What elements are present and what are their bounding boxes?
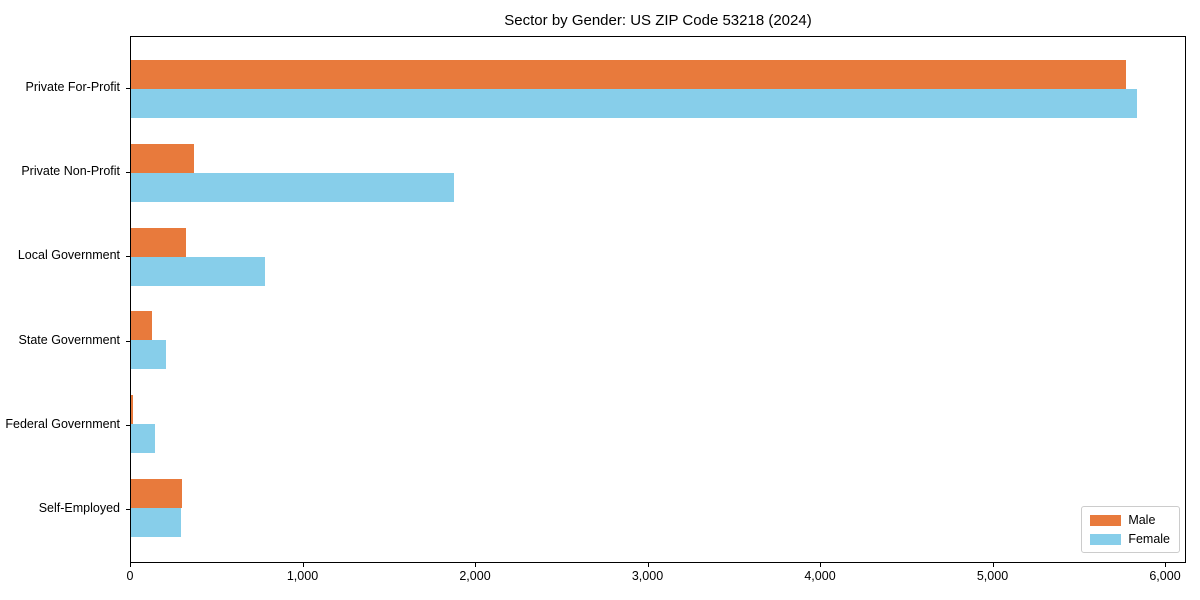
bar-group — [131, 466, 1185, 550]
bar-female — [131, 172, 455, 202]
bar-female — [131, 88, 1137, 118]
x-axis-tick-label: 4,000 — [804, 569, 836, 583]
x-axis-tick — [130, 563, 131, 567]
y-axis-tick — [126, 424, 130, 426]
bar-female — [131, 424, 156, 454]
bar-rows — [131, 37, 1185, 562]
bar-male — [131, 143, 194, 173]
y-axis-tick — [126, 172, 130, 174]
bar-female — [131, 340, 167, 370]
legend: Male Female — [1081, 506, 1180, 553]
chart-title: Sector by Gender: US ZIP Code 53218 (202… — [504, 12, 812, 29]
bar-male — [131, 227, 187, 257]
bar-group — [131, 215, 1185, 299]
y-axis-tick — [126, 340, 130, 342]
x-axis-tick — [992, 563, 994, 567]
x-axis-tick-label: 2,000 — [459, 569, 491, 583]
legend-item: Female — [1090, 532, 1170, 546]
y-axis-label: State Government — [18, 332, 120, 347]
bar-group — [131, 131, 1185, 215]
y-axis-tick — [126, 88, 130, 90]
legend-label: Male — [1128, 513, 1156, 527]
y-axis-label: Local Government — [17, 248, 120, 263]
x-axis-tick — [647, 563, 649, 567]
bar-group — [131, 382, 1185, 466]
bar-male — [131, 395, 133, 425]
y-axis-tick — [126, 508, 130, 510]
x-axis-tick — [820, 563, 821, 567]
y-axis-label: Private For-Profit — [25, 80, 120, 95]
bar-female — [131, 508, 181, 538]
plot-area — [130, 36, 1186, 563]
y-axis-label: Private Non-Profit — [21, 164, 120, 179]
x-axis-tick-label: 6,000 — [1149, 569, 1181, 583]
x-axis-tick — [475, 563, 476, 567]
bar-group — [131, 47, 1185, 131]
bar-male — [131, 59, 1127, 89]
legend-swatch-male — [1090, 514, 1122, 526]
x-axis-tick-label: 3,000 — [631, 569, 664, 583]
bar-female — [131, 256, 265, 286]
x-axis-tick-label: 5,000 — [976, 569, 1009, 583]
y-axis-label: Self-Employed — [38, 500, 120, 515]
legend-label: Female — [1128, 532, 1170, 546]
y-axis-tick — [126, 256, 130, 258]
bar-male — [131, 311, 152, 341]
bar-group — [131, 298, 1185, 382]
x-axis-tick-label: 0 — [126, 569, 134, 583]
legend-item: Male — [1090, 513, 1170, 527]
y-axis-label: Federal Government — [5, 416, 120, 431]
x-axis-tick — [302, 563, 304, 567]
x-axis-tick — [1165, 563, 1166, 567]
bar-male — [131, 479, 182, 509]
legend-swatch-female — [1090, 533, 1122, 545]
x-axis-tick-label: 1,000 — [286, 569, 319, 583]
